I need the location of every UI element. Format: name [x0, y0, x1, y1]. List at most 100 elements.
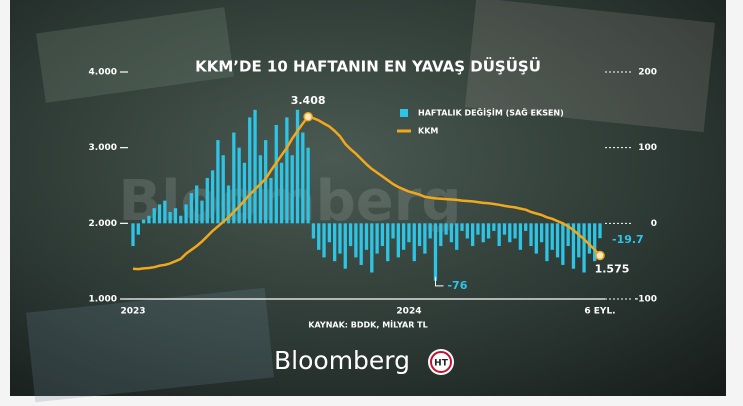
bar [137, 223, 140, 234]
bar [354, 223, 357, 257]
logo-text: HT [434, 359, 449, 369]
bar [365, 223, 368, 249]
y-tick-label: 4.000 [89, 68, 117, 78]
bar [190, 193, 193, 223]
source: KAYNAK: BDDK, MİLYAR TL [308, 320, 427, 330]
y2-tick-label: -100 [634, 295, 657, 305]
y2-tick-label: 0 [651, 219, 657, 229]
bar [296, 110, 299, 224]
x-tick-label: 2024 [396, 307, 421, 317]
bar [243, 163, 246, 224]
bar [200, 201, 203, 224]
page: Bloomberg KKM’DE 10 HAFTANIN EN YAVAŞ DÜ… [0, 0, 743, 406]
bar [184, 204, 187, 223]
legend-swatch [400, 109, 408, 117]
chart: Bloomberg KKM’DE 10 HAFTANIN EN YAVAŞ DÜ… [0, 0, 743, 406]
bar [413, 223, 416, 261]
bar [418, 223, 421, 246]
bar [259, 155, 262, 223]
bar [439, 223, 442, 246]
bar [264, 140, 267, 223]
bar [195, 186, 198, 224]
bar [328, 223, 331, 242]
bar [407, 223, 410, 242]
bar [174, 208, 177, 223]
chart-title: KKM’DE 10 HAFTANIN EN YAVAŞ DÜŞÜŞÜ [195, 57, 541, 76]
x-tick-label: 6 EYL. [584, 307, 615, 317]
bar [492, 223, 495, 231]
y-tick-label: 1.000 [89, 295, 117, 305]
bar [391, 223, 394, 238]
bar [471, 223, 474, 246]
point-marker [304, 113, 312, 121]
bar [158, 204, 161, 223]
bar [179, 216, 182, 224]
bar [216, 140, 219, 223]
bar [434, 223, 437, 281]
bar [397, 223, 400, 257]
bar [269, 178, 272, 223]
bar [237, 148, 240, 224]
brand: Bloomberg [274, 346, 410, 375]
bar [524, 223, 527, 231]
bar [338, 223, 341, 253]
legend-label: HAFTALIK DEĞİŞİM (SAĞ EKSEN) [418, 107, 564, 118]
x-tick-label: 2023 [120, 307, 145, 317]
bar [301, 133, 304, 224]
point-marker [596, 251, 604, 259]
bar [508, 223, 511, 242]
bar [513, 223, 516, 238]
bar [169, 212, 172, 223]
bar [460, 223, 463, 231]
bar [545, 223, 548, 261]
bar [317, 223, 320, 249]
bar [529, 223, 532, 246]
bar [142, 220, 145, 224]
bar [556, 223, 559, 257]
bar [429, 223, 432, 238]
bar [322, 223, 325, 257]
data-label: -76 [447, 279, 467, 292]
bar [349, 223, 352, 246]
bar [577, 223, 580, 257]
bar [551, 223, 554, 249]
bar [306, 148, 309, 224]
bar [381, 223, 384, 246]
bar [450, 223, 453, 242]
bar [455, 223, 458, 249]
y2-tick-label: 200 [638, 68, 657, 78]
y-tick-label: 2.000 [89, 219, 117, 229]
bar [344, 223, 347, 268]
bar [476, 223, 479, 234]
bar [291, 155, 294, 223]
bar [280, 163, 283, 224]
data-label: 1.575 [595, 262, 630, 275]
bar [211, 170, 214, 223]
bar [370, 223, 373, 272]
bar [253, 110, 256, 224]
legend-label: KKM [418, 127, 438, 136]
bar [498, 223, 501, 246]
data-label: 3.408 [291, 94, 326, 107]
bar [582, 223, 585, 272]
bar [423, 223, 426, 253]
bar [163, 201, 166, 224]
bar [275, 125, 278, 223]
bar [466, 223, 469, 238]
bar [285, 117, 288, 223]
bar [588, 223, 591, 253]
bar [402, 223, 405, 249]
y-tick-label: 3.000 [89, 143, 117, 153]
bar [153, 208, 156, 223]
bar [540, 223, 543, 242]
bar [487, 223, 490, 238]
bar [131, 223, 134, 246]
bar [248, 117, 251, 223]
bar [360, 223, 363, 265]
data-label: -19.7 [612, 233, 644, 246]
bar [482, 223, 485, 242]
y2-tick-label: 100 [638, 143, 657, 153]
bar [333, 223, 336, 261]
bar [147, 216, 150, 224]
bar [312, 223, 315, 238]
